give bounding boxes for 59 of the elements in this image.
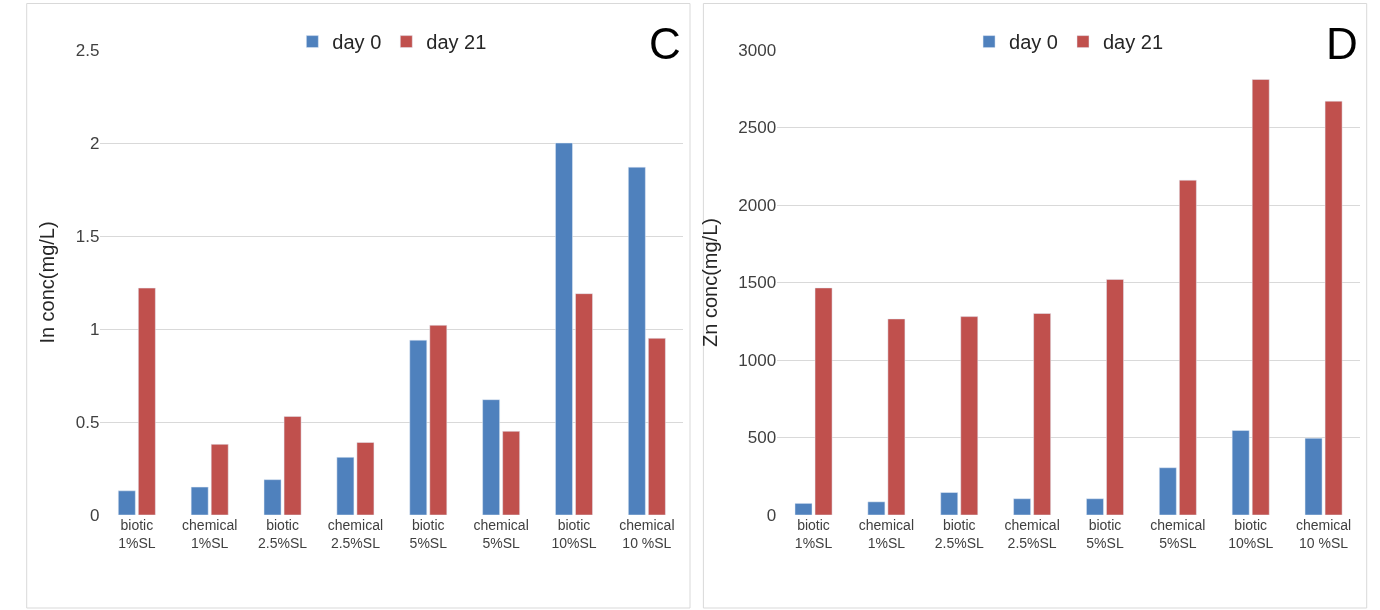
legend-label: day 0 <box>332 31 382 54</box>
y-tick-label: 0 <box>766 505 777 525</box>
chart-title: D <box>1326 19 1358 68</box>
y-tick-label: 2.5 <box>75 40 100 60</box>
bar <box>1033 313 1051 515</box>
y-tick-label: 2500 <box>738 118 777 138</box>
legend-label: day 21 <box>1102 31 1164 54</box>
bar <box>502 431 520 515</box>
y-tick-label: 0 <box>89 505 100 525</box>
x-tick-label: biotic 1%SL <box>794 517 833 552</box>
y-tick-label: 2 <box>89 133 100 153</box>
bar <box>555 142 573 515</box>
bar <box>138 287 156 515</box>
y-tick-label: 500 <box>747 428 777 448</box>
bar <box>1106 279 1124 515</box>
y-tick-label: 1 <box>89 319 100 339</box>
y-tick-label: 1500 <box>738 273 777 293</box>
x-tick-label: biotic 1%SL <box>118 517 156 552</box>
x-tick-label: chemical 2.5%SL <box>1004 517 1060 552</box>
bar <box>1231 430 1250 515</box>
bar <box>210 444 229 515</box>
y-tick-label: 1.5 <box>75 226 100 246</box>
bar <box>940 492 958 515</box>
bar <box>482 399 500 515</box>
bar <box>1086 498 1104 515</box>
bar <box>1251 79 1270 515</box>
bar <box>429 325 448 515</box>
y-tick-label: 0.5 <box>75 412 100 432</box>
y-tick-label: 3000 <box>738 40 777 60</box>
x-tick-label: chemical 10 %SL <box>1295 517 1352 552</box>
x-tick-label: chemical 1%SL <box>858 517 915 552</box>
x-tick-label: chemical 1%SL <box>182 517 238 552</box>
legend-label: day 21 <box>426 31 487 54</box>
x-tick-label: biotic 10%SL <box>1228 517 1274 552</box>
x-tick-label: chemical 5%SL <box>473 517 529 552</box>
x-tick-label: biotic 2.5%SL <box>934 517 984 552</box>
bar <box>648 338 666 515</box>
bar <box>628 166 646 515</box>
bar <box>409 339 428 515</box>
y-axis-title: In conc(mg/L) <box>36 221 59 344</box>
legend-label: day 0 <box>1009 31 1058 54</box>
x-tick-label: biotic 5%SL <box>409 517 448 552</box>
x-tick-label: chemical 5%SL <box>1150 517 1206 552</box>
bar <box>1179 179 1197 515</box>
bar <box>960 316 979 515</box>
bar <box>575 293 593 515</box>
y-tick-label: 2000 <box>738 195 777 215</box>
y-tick-label: 1000 <box>738 350 777 370</box>
chart-title: C <box>649 19 681 68</box>
bar <box>1159 467 1177 515</box>
y-axis-title: Zn conc(mg/L) <box>698 218 721 347</box>
x-tick-label: chemical 10 %SL <box>619 517 675 552</box>
x-tick-label: biotic 2.5%SL <box>258 517 308 552</box>
x-tick-label: biotic 5%SL <box>1086 517 1124 552</box>
x-tick-label: chemical 2.5%SL <box>327 517 384 552</box>
x-tick-label: biotic 10%SL <box>551 517 597 552</box>
bar <box>190 486 209 515</box>
bar <box>1013 498 1031 515</box>
bar <box>118 490 136 515</box>
